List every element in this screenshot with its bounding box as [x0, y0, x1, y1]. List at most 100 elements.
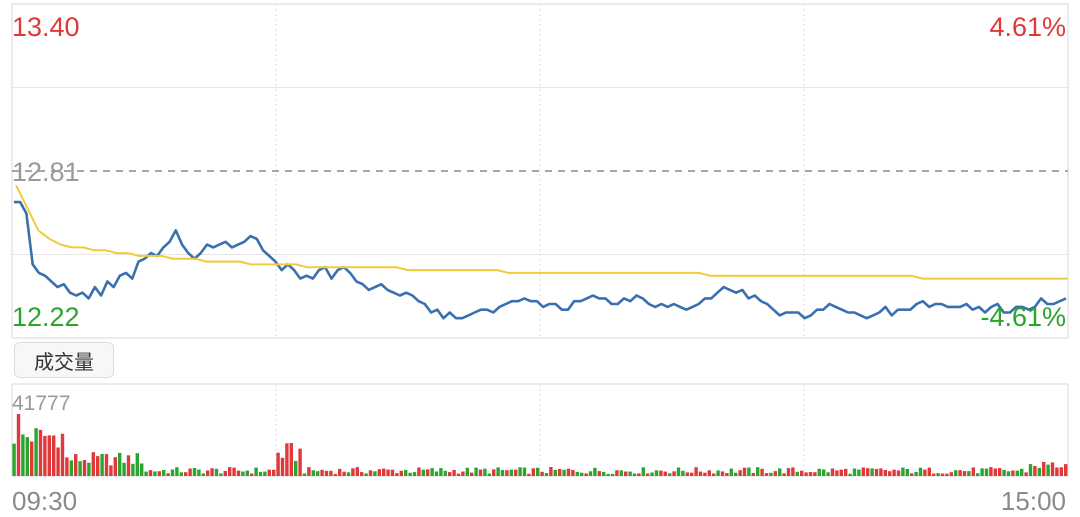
volume-bar: [263, 471, 267, 476]
volume-bar: [118, 452, 122, 476]
volume-bar: [654, 470, 659, 476]
volume-bar: [690, 472, 694, 476]
volume-bar: [140, 463, 144, 476]
volume-bar: [1024, 472, 1028, 476]
volume-bar: [355, 467, 359, 476]
volume-bar: [883, 470, 887, 476]
volume-bar: [540, 471, 544, 476]
volume-bar: [500, 470, 505, 476]
volume-bar: [52, 435, 56, 476]
volume-bar: [96, 456, 100, 476]
volume-bar: [34, 428, 38, 476]
volume-bar: [751, 473, 755, 476]
volume-bar: [976, 473, 980, 476]
volume-bar: [1015, 470, 1019, 476]
volume-bar: [848, 473, 852, 476]
volume-bar: [289, 443, 293, 476]
volume-bar: [989, 467, 993, 476]
volume-bar: [210, 468, 214, 476]
volume-bar: [971, 467, 975, 476]
volume-bar: [320, 469, 324, 476]
volume-bar: [12, 443, 16, 476]
volume-bar: [940, 473, 945, 476]
volume-bar: [817, 468, 821, 476]
volume-bar: [360, 472, 364, 476]
price-low-label: 12.22: [12, 302, 80, 332]
volume-bar: [390, 469, 395, 476]
volume-bar: [430, 468, 434, 476]
volume-bar: [1011, 470, 1015, 476]
volume-bar: [910, 473, 914, 476]
volume-bar: [148, 470, 153, 476]
volume-bar: [1020, 468, 1024, 476]
volume-button[interactable]: 成交量: [14, 342, 114, 378]
volume-bar: [426, 469, 430, 476]
volume-bar: [333, 474, 337, 476]
volume-bar: [962, 471, 967, 476]
pct-high-label: 4.61%: [989, 12, 1066, 42]
volume-bar: [30, 441, 34, 476]
volume-bar: [808, 472, 813, 476]
volume-bar: [417, 467, 421, 476]
volume-bar: [852, 468, 857, 476]
volume-bar: [276, 452, 280, 476]
volume-bar: [549, 467, 553, 476]
volume-bar: [685, 472, 689, 476]
volume-bar: [65, 457, 69, 476]
volume-bar: [109, 465, 113, 476]
volume-bar: [826, 472, 830, 476]
volume-bar: [135, 453, 139, 476]
volume-bar: [302, 473, 307, 476]
volume-bar: [602, 472, 606, 476]
volume-bar: [624, 471, 628, 476]
volume-bar: [197, 469, 201, 476]
volume-bar: [492, 469, 496, 476]
volume-bar: [514, 469, 518, 476]
volume-bar: [857, 469, 861, 476]
volume-bar: [43, 435, 47, 476]
volume-bar: [131, 463, 135, 476]
volume-bar: [452, 469, 456, 476]
volume-bar: [78, 461, 82, 476]
volume-bar: [461, 471, 465, 476]
volume-bar: [60, 433, 65, 476]
volume-bar: [1059, 467, 1063, 476]
volume-bar: [813, 472, 817, 476]
volume-bar: [1064, 464, 1068, 476]
price-line: [14, 200, 1067, 320]
volume-bar: [1050, 462, 1055, 476]
volume-bar: [571, 469, 575, 476]
volume-bar: [835, 470, 839, 476]
volume-bar: [465, 467, 469, 476]
volume-bar: [769, 472, 773, 476]
volume-bar: [527, 473, 531, 476]
volume-bar: [329, 470, 333, 476]
volume-bar: [800, 470, 804, 476]
volume-bar: [707, 470, 711, 476]
volume-bar: [47, 435, 51, 476]
volume-bar: [21, 434, 25, 476]
price-ref-label: 12.81: [12, 157, 80, 187]
volume-bar: [544, 473, 549, 476]
volume-bar: [866, 468, 870, 476]
volume-bar: [100, 453, 104, 476]
volume-bar: [228, 467, 232, 476]
volume-bar: [298, 448, 302, 476]
volume-bar: [844, 468, 848, 476]
volume-bar: [470, 472, 474, 476]
volume-bar: [478, 469, 483, 476]
volume-bar: [967, 471, 971, 476]
volume-bar: [509, 469, 513, 476]
volume-bar: [927, 467, 931, 476]
volume-bar: [280, 457, 285, 476]
volume-bar: [764, 473, 769, 476]
volume-bar: [663, 471, 667, 476]
volume-bar: [267, 469, 271, 476]
volume-bar: [179, 472, 183, 476]
volume-bar: [606, 473, 610, 476]
volume-bar: [905, 469, 909, 476]
volume-bar: [676, 467, 681, 476]
volume-bar: [720, 471, 725, 476]
